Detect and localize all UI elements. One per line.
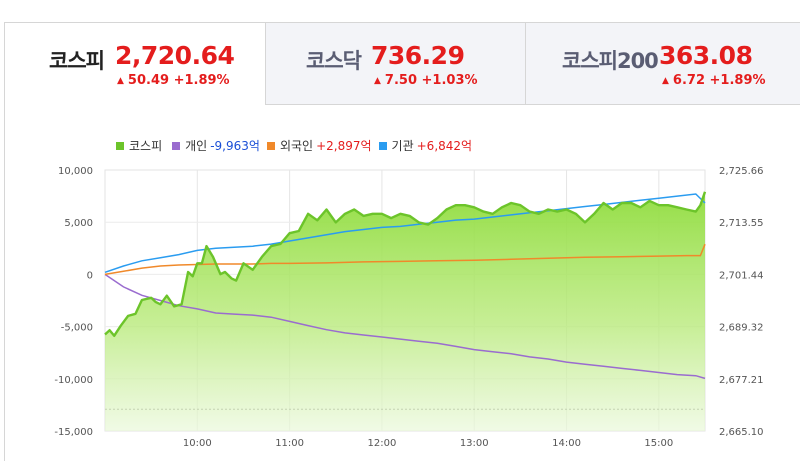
series-line-외국인 [104,243,706,276]
kospi-area [105,191,705,431]
y-right-tick-label: 2,713.55 [719,218,764,229]
series-line-개인 [104,273,706,380]
legend-label-institution: 기관 [391,139,414,153]
y-right-tick-label: 2,689.32 [719,323,764,334]
tab-kospi200-change-pct: +1.89% [709,73,766,88]
y-left-tick-label: 5,000 [64,218,93,229]
legend-item-kospi: 코스피 [116,137,165,154]
y-right-tick-label: 2,677.21 [719,375,764,386]
legend-item-foreign: 외국인 +2,897억 [266,137,372,154]
y-left-tick-label: -15,000 [54,427,93,438]
y-left-tick-label: -5,000 [61,323,93,334]
legend-swatch-individual [172,141,181,150]
up-arrow-icon: ▲ [662,76,669,86]
legend-label-kospi: 코스피 [129,139,163,153]
legend-swatch-foreign [266,141,275,150]
up-arrow-icon: ▲ [117,76,124,86]
tab-kosdaq-change-amount: 7.50 [384,73,417,88]
legend-value-individual: -9,963억 [210,139,260,153]
tab-kospi-change: ▲ 50.49 +1.89% [117,73,230,88]
legend-value-foreign: +2,897억 [316,139,372,153]
series-line-kospi [104,191,707,337]
y-right-tick-label: 2,725.66 [719,166,764,177]
tab-kospi200[interactable]: 코스피200 363.08 ▲ 6.72 +1.89% [525,23,800,105]
tab-kospi-name: 코스피 [49,49,105,73]
y-left-tick-label: -10,000 [54,375,93,386]
legend-item-institution: 기관 +6,842억 [378,137,473,154]
y-left-tick-label: 0 [87,270,93,281]
legend-item-individual: 개인 -9,963억 [172,137,260,154]
up-arrow-icon: ▲ [374,76,381,86]
y-right-tick-label: 2,665.10 [719,427,764,438]
legend-label-individual: 개인 [185,139,208,153]
tab-kospi-change-pct: +1.89% [173,73,230,88]
widget-frame [4,22,800,461]
tab-kosdaq[interactable]: 코스닥 736.29 ▲ 7.50 +1.03% [265,23,525,105]
tab-kosdaq-value: 736.29 [371,41,465,70]
chart-legend: 코스피 개인 -9,963억 외국인 +2,897억 기관 +6,842억 [116,137,479,154]
tab-kospi-value: 2,720.64 [115,41,235,70]
tab-kospi-change-amount: 50.49 [127,73,170,88]
x-tick-label: 14:00 [552,438,581,449]
tab-kospi200-change: ▲ 6.72 +1.89% [662,73,766,88]
y-right-tick-label: 2,701.44 [719,270,764,281]
tab-kosdaq-change: ▲ 7.50 +1.03% [374,73,478,88]
tab-kospi200-change-amount: 6.72 [672,73,705,88]
x-tick-label: 10:00 [183,438,212,449]
legend-value-institution: +6,842억 [416,139,473,153]
tab-kospi[interactable]: 코스피 2,720.64 ▲ 50.49 +1.89% [5,23,265,105]
index-tabs: 코스피 2,720.64 ▲ 50.49 +1.89% 코스닥 736.29 ▲ 7… [5,23,800,105]
x-tick-label: 15:00 [644,438,673,449]
x-tick-label: 13:00 [460,438,489,449]
tab-kospi200-value: 363.08 [659,41,753,70]
legend-swatch-institution [378,141,387,150]
legend-label-foreign: 외국인 [279,139,314,153]
tab-kosdaq-name: 코스닥 [306,49,362,73]
y-left-tick-label: 10,000 [58,166,93,177]
tab-kosdaq-change-pct: +1.03% [421,73,478,88]
legend-swatch-kospi [116,141,124,150]
x-tick-label: 11:00 [275,438,304,449]
tab-kospi200-name: 코스피200 [562,49,659,73]
x-tick-label: 12:00 [368,438,397,449]
